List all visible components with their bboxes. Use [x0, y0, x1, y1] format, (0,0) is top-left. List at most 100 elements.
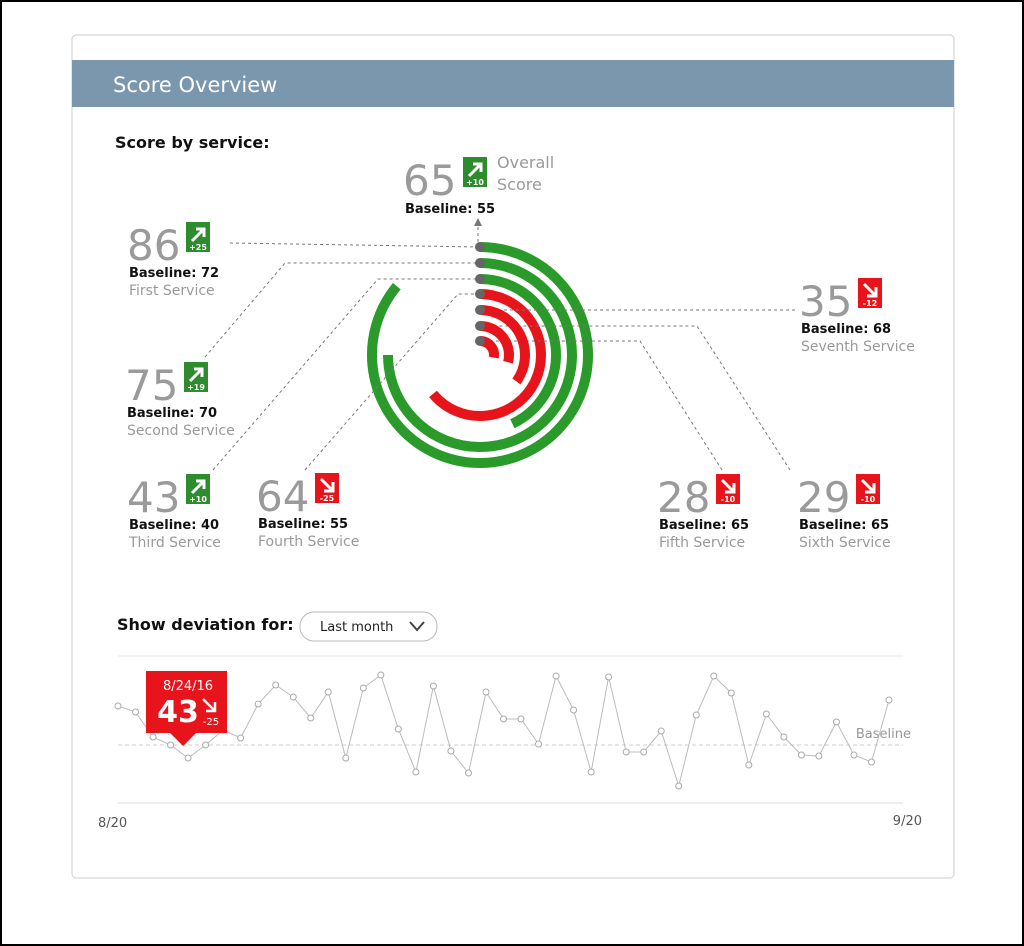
- overall-arrowhead: [474, 218, 482, 226]
- score-arc: [429, 289, 546, 421]
- deviation-point: [587, 768, 595, 776]
- score-value: 86: [127, 221, 180, 270]
- dropdown[interactable]: Last month: [299, 611, 438, 642]
- baseline-label: Baseline:: [129, 266, 196, 281]
- deviation-point: [464, 769, 472, 777]
- deviation-point: [850, 751, 858, 759]
- ring-dot: [475, 289, 485, 299]
- baseline-label: Baseline:: [801, 322, 868, 337]
- callout-delta: -25: [203, 717, 219, 728]
- chevron[interactable]: [409, 621, 425, 632]
- delta-arrow: [190, 479, 206, 495]
- baseline-label: Baseline:: [659, 518, 726, 533]
- deviation-point: [692, 711, 700, 719]
- service-name: First Service: [129, 283, 215, 299]
- delta-badge: [716, 474, 740, 504]
- deviation-point: [675, 782, 683, 790]
- delta-arrow: [862, 282, 878, 298]
- overall-name-box: Overall Score: [497, 153, 555, 194]
- baseline-text: Baseline: 68: [801, 322, 891, 337]
- connector: [204, 262, 480, 358]
- deviation-point: [745, 761, 753, 769]
- score-arc: [479, 321, 514, 364]
- score-arc: [383, 258, 577, 452]
- score-value: 29: [797, 473, 850, 522]
- score-arc: [479, 274, 561, 429]
- service-name: Third Service: [128, 535, 221, 551]
- deviation-point: [289, 693, 297, 701]
- baseline-value: 72: [201, 266, 219, 281]
- deviation-point: [605, 673, 613, 681]
- callout-arrow: [202, 698, 217, 713]
- ring-dot: [475, 336, 485, 346]
- score-value: 35: [799, 277, 852, 326]
- deviation-point: [324, 688, 332, 696]
- baseline-label: Baseline:: [405, 202, 472, 217]
- delta-text: -10: [721, 495, 736, 504]
- overall-score: 65: [403, 156, 456, 205]
- callout: [146, 671, 227, 746]
- delta-text: +10: [466, 178, 484, 187]
- deviation-point: [342, 754, 350, 762]
- score-arc: [479, 305, 530, 385]
- score-value: 75: [125, 361, 178, 410]
- deviation-point: [815, 752, 823, 760]
- deviation-point: [132, 708, 140, 716]
- deviation-point: [797, 751, 805, 759]
- deviation-point: [202, 741, 210, 749]
- deviation-point: [394, 725, 402, 733]
- delta-badge: [858, 278, 882, 308]
- deviation-point: [535, 740, 543, 748]
- connector: [212, 278, 480, 471]
- baseline-value: 65: [871, 518, 889, 533]
- callout-date: 8/24/16: [163, 679, 213, 694]
- delta-badge: [315, 473, 339, 503]
- delta-arrow: [720, 478, 736, 494]
- deviation-point: [867, 758, 875, 766]
- deviation-point: [640, 748, 648, 756]
- deviation-point: [570, 706, 578, 714]
- deviation-point: [710, 672, 718, 680]
- score-value: 28: [657, 473, 710, 522]
- deviation-point: [780, 733, 788, 741]
- deviation-point: [552, 672, 560, 680]
- deviation-point: [885, 696, 893, 704]
- ring-dot: [475, 274, 485, 284]
- deviation-point: [762, 710, 770, 718]
- delta-text: +25: [189, 243, 207, 252]
- score-arc: [367, 242, 593, 468]
- header-bar: [72, 60, 954, 107]
- baseline-label: Baseline: [856, 727, 911, 742]
- deviation-point: [307, 714, 315, 722]
- service-name: Second Service: [127, 423, 235, 439]
- baseline-label: Baseline:: [127, 406, 194, 421]
- baseline-label: Baseline:: [258, 517, 325, 532]
- baseline-label: Baseline:: [129, 518, 196, 533]
- baseline-value: 40: [201, 518, 219, 533]
- section-title: Show deviation for:: [117, 615, 294, 634]
- connector: [480, 340, 723, 471]
- deviation-point: [727, 689, 735, 697]
- baseline-value: 68: [873, 322, 891, 337]
- deviation-point: [412, 768, 420, 776]
- deviation-point: [149, 733, 157, 741]
- callout-value: 43: [157, 695, 199, 730]
- deviation-point: [657, 727, 665, 735]
- ring-dot: [475, 321, 485, 331]
- dropdown-box[interactable]: [299, 611, 438, 642]
- delta-text: -25: [320, 494, 335, 503]
- overall-name: Overall Score: [497, 153, 555, 194]
- section-title: Score by service:: [115, 133, 270, 152]
- dropdown-text[interactable]: Last month: [320, 620, 393, 635]
- delta-arrow: [860, 478, 876, 494]
- delta-text: -12: [863, 299, 877, 308]
- baseline-text: Baseline: 72: [129, 266, 219, 281]
- delta-arrow: [467, 162, 483, 178]
- deviation-point: [500, 715, 507, 723]
- deviation-point: [272, 681, 280, 689]
- delta-arrow: [190, 227, 206, 243]
- deviation-point: [832, 718, 840, 726]
- deviation-point: [622, 748, 630, 756]
- deviation-point: [359, 684, 367, 692]
